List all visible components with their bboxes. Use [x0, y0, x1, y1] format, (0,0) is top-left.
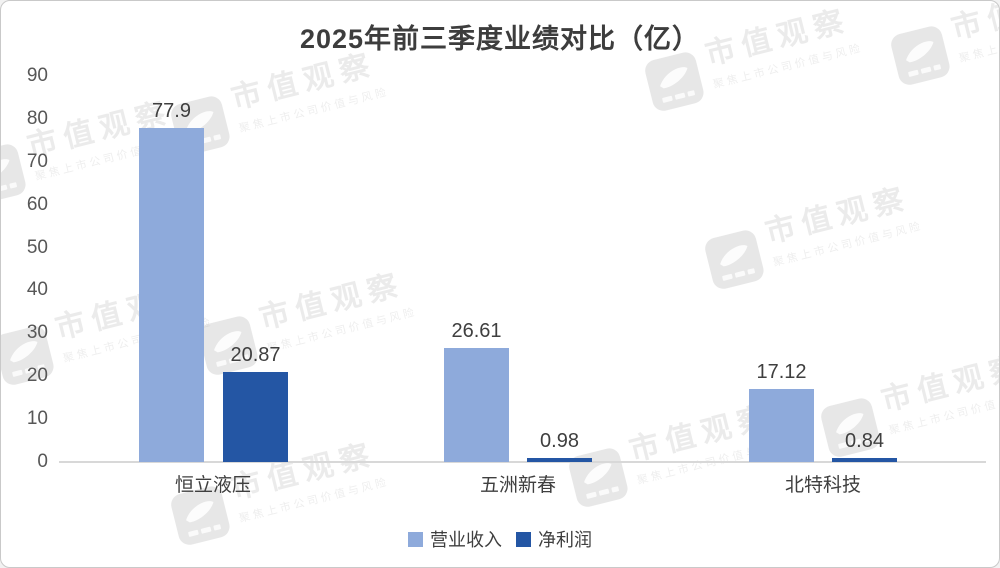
- y-axis-tick-label: 70: [26, 150, 48, 172]
- x-axis-line: [59, 461, 986, 463]
- y-axis-tick-label: 10: [26, 408, 48, 430]
- legend-label: 营业收入: [430, 530, 502, 550]
- x-axis-category-beite-technology: 北特科技: [784, 475, 861, 496]
- legend-item-operating-revenue: 营业收入: [408, 526, 502, 552]
- legend-item-net-profit: 净利润: [516, 526, 592, 552]
- bar-value-label: 0.84: [845, 430, 884, 453]
- bar-value-label: 0.98: [540, 429, 579, 452]
- x-axis-category-hengli-hydraulics: 恒立液压: [174, 475, 251, 496]
- bar-value-label: 77.9: [152, 99, 191, 122]
- y-axis-tick-label: 30: [26, 322, 48, 344]
- bar-net-profit-hengli-hydraulics: [223, 372, 288, 462]
- bar-value-label: 26.61: [451, 319, 502, 342]
- y-axis-tick-label: 40: [26, 279, 48, 301]
- bar-operating-revenue-hengli-hydraulics: [139, 127, 204, 462]
- legend-swatch-icon: [408, 531, 423, 547]
- bar-operating-revenue-beite-technology: [749, 388, 814, 462]
- y-axis-tick-label: 0: [37, 451, 48, 472]
- y-axis-tick-label: 90: [26, 65, 48, 86]
- y-axis-tick-label: 80: [26, 107, 48, 129]
- chart-title: 2025年前三季度业绩对比（亿）: [299, 24, 701, 54]
- legend-label: 净利润: [538, 530, 592, 550]
- bar-value-label: 20.87: [230, 344, 281, 367]
- chart-legend: 营业收入 净利润: [1, 527, 999, 551]
- y-axis-tick-label: 50: [26, 236, 48, 258]
- x-axis-category-wuzhou-xinchun: 五洲新春: [479, 475, 556, 496]
- legend-swatch-icon: [516, 531, 531, 547]
- bar-value-label: 17.12: [756, 360, 807, 383]
- bar-net-profit-wuzhou-xinchun: [527, 457, 592, 462]
- y-axis-tick-label: 60: [26, 193, 48, 215]
- bar-operating-revenue-wuzhou-xinchun: [444, 347, 509, 462]
- bar-net-profit-beite-technology: [832, 458, 897, 462]
- y-axis-tick-label: 20: [26, 365, 48, 387]
